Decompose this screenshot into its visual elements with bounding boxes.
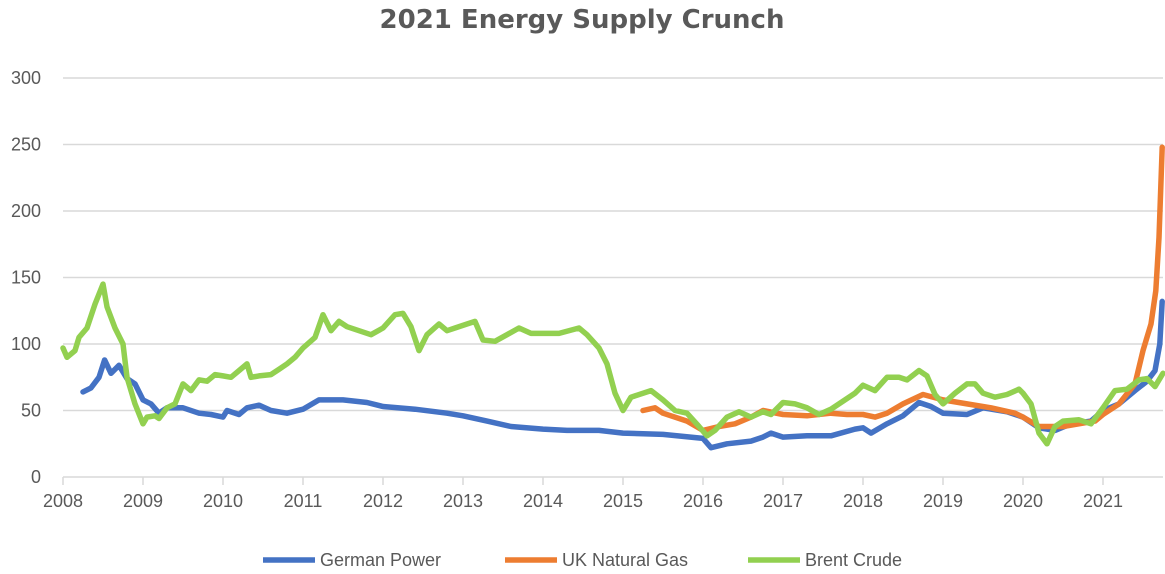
x-tick-label: 2013 [443,491,483,511]
legend-label: Brent Crude [805,550,902,570]
y-tick-label: 150 [11,268,41,288]
chart-title: 2021 Energy Supply Crunch [380,5,785,35]
x-axis: 2008 2009 2010 2011 2012 2013 2014 2015 2016 2017… [43,477,1123,511]
x-tick-label: 2016 [683,491,723,511]
y-tick-label: 50 [21,401,41,421]
legend-label: UK Natural Gas [562,550,688,570]
x-tick-label: 2015 [603,491,643,511]
x-tick-label: 2011 [284,491,323,511]
y-tick-label: 200 [11,201,41,221]
x-tick-label: 2010 [203,491,243,511]
legend: German Power UK Natural Gas Brent Crude [263,550,902,570]
x-tick-label: 2017 [763,491,803,511]
x-tick-label: 2019 [923,491,963,511]
y-axis: 0 50 100 150 200 250 300 [11,68,41,487]
legend-label: German Power [320,550,441,570]
x-tick-label: 2008 [43,491,83,511]
series-lines [60,144,1165,451]
series-line-brent-crude [60,281,1165,447]
gridlines [63,77,1163,478]
y-tick-label: 250 [11,135,41,155]
x-tick-label: 2009 [123,491,163,511]
y-tick-label: 0 [31,467,41,487]
x-tick-label: 2020 [1003,491,1043,511]
y-tick-label: 300 [11,68,41,88]
x-tick-label: 2018 [843,491,883,511]
series-line-uk-natural-gas [640,144,1165,434]
x-tick-label: 2012 [363,491,403,511]
series-line-german-power [80,298,1165,451]
x-tick-label: 2021 [1083,491,1123,511]
x-tick-label: 2014 [523,491,563,511]
y-tick-label: 100 [11,334,41,354]
